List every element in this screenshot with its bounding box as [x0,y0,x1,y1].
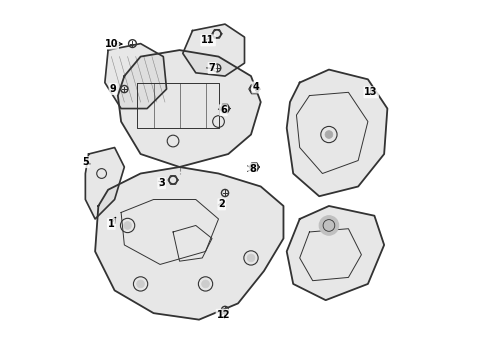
Polygon shape [104,44,166,109]
Circle shape [325,131,332,139]
Text: 4: 4 [252,82,259,93]
Text: 12: 12 [216,310,230,320]
Text: 13: 13 [364,87,377,97]
Polygon shape [183,24,244,76]
Text: 6: 6 [220,105,226,115]
Text: 1: 1 [108,219,115,229]
Text: 5: 5 [82,157,88,167]
Text: 9: 9 [109,84,116,94]
Polygon shape [85,148,124,219]
Polygon shape [95,167,283,320]
Text: 8: 8 [249,164,256,174]
Polygon shape [286,206,384,300]
Circle shape [137,280,144,288]
Text: 2: 2 [218,199,224,210]
Text: 3: 3 [158,178,165,188]
Polygon shape [286,69,386,196]
Circle shape [201,280,209,288]
Text: 11: 11 [201,35,214,45]
Circle shape [319,216,338,235]
Text: 7: 7 [208,63,215,73]
Text: 10: 10 [104,39,118,49]
Circle shape [123,221,131,229]
Circle shape [246,254,254,262]
Polygon shape [118,50,260,167]
